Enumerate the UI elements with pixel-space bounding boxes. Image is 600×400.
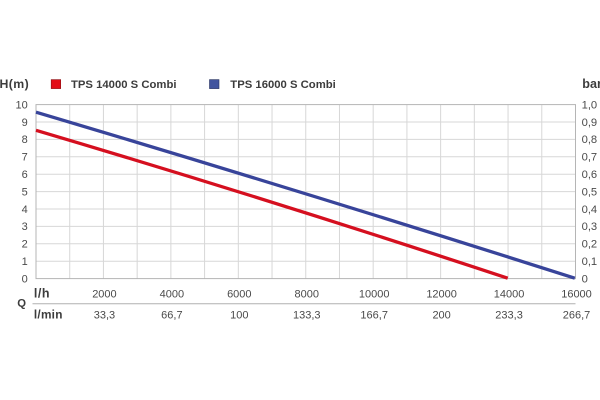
svg-text:100: 100 [230,310,248,322]
svg-text:0,3: 0,3 [582,221,598,233]
svg-text:0,1: 0,1 [582,256,598,268]
svg-text:0,8: 0,8 [582,134,598,146]
svg-text:H(m): H(m) [0,77,29,91]
svg-text:Q: Q [17,298,26,310]
svg-text:0,4: 0,4 [582,204,598,216]
svg-text:6000: 6000 [227,289,251,301]
svg-text:8000: 8000 [295,289,319,301]
svg-text:266,7: 266,7 [563,310,591,322]
svg-text:5: 5 [22,186,28,198]
svg-text:TPS 16000 S Combi: TPS 16000 S Combi [230,79,335,91]
svg-text:10: 10 [16,99,28,111]
svg-text:16000: 16000 [561,289,592,301]
svg-text:2000: 2000 [92,289,116,301]
svg-text:2: 2 [22,239,28,251]
svg-text:33,3: 33,3 [94,310,115,322]
svg-text:6: 6 [22,169,28,181]
svg-text:4: 4 [22,204,28,216]
svg-text:l/h: l/h [34,287,50,301]
svg-text:0,9: 0,9 [582,117,598,129]
svg-text:0,5: 0,5 [582,186,598,198]
svg-text:0,2: 0,2 [582,239,598,251]
svg-text:200: 200 [432,310,450,322]
svg-text:3: 3 [22,221,28,233]
svg-text:l/min: l/min [34,308,63,322]
svg-text:8: 8 [22,134,28,146]
svg-text:0,7: 0,7 [582,152,598,164]
svg-text:1: 1 [22,256,28,268]
svg-text:133,3: 133,3 [293,310,321,322]
svg-text:1,0: 1,0 [582,99,598,111]
svg-text:7: 7 [22,152,28,164]
svg-text:66,7: 66,7 [161,310,182,322]
svg-text:14000: 14000 [494,289,525,301]
svg-text:233,3: 233,3 [495,310,523,322]
svg-text:10000: 10000 [359,289,390,301]
svg-text:0,6: 0,6 [582,169,598,181]
svg-text:TPS 14000 S Combi: TPS 14000 S Combi [71,79,176,91]
svg-text:4000: 4000 [160,289,184,301]
svg-text:9: 9 [22,117,28,129]
svg-text:0: 0 [582,273,588,285]
svg-text:12000: 12000 [426,289,457,301]
svg-text:bar: bar [582,77,600,91]
svg-text:166,7: 166,7 [360,310,388,322]
svg-text:0: 0 [22,273,28,285]
